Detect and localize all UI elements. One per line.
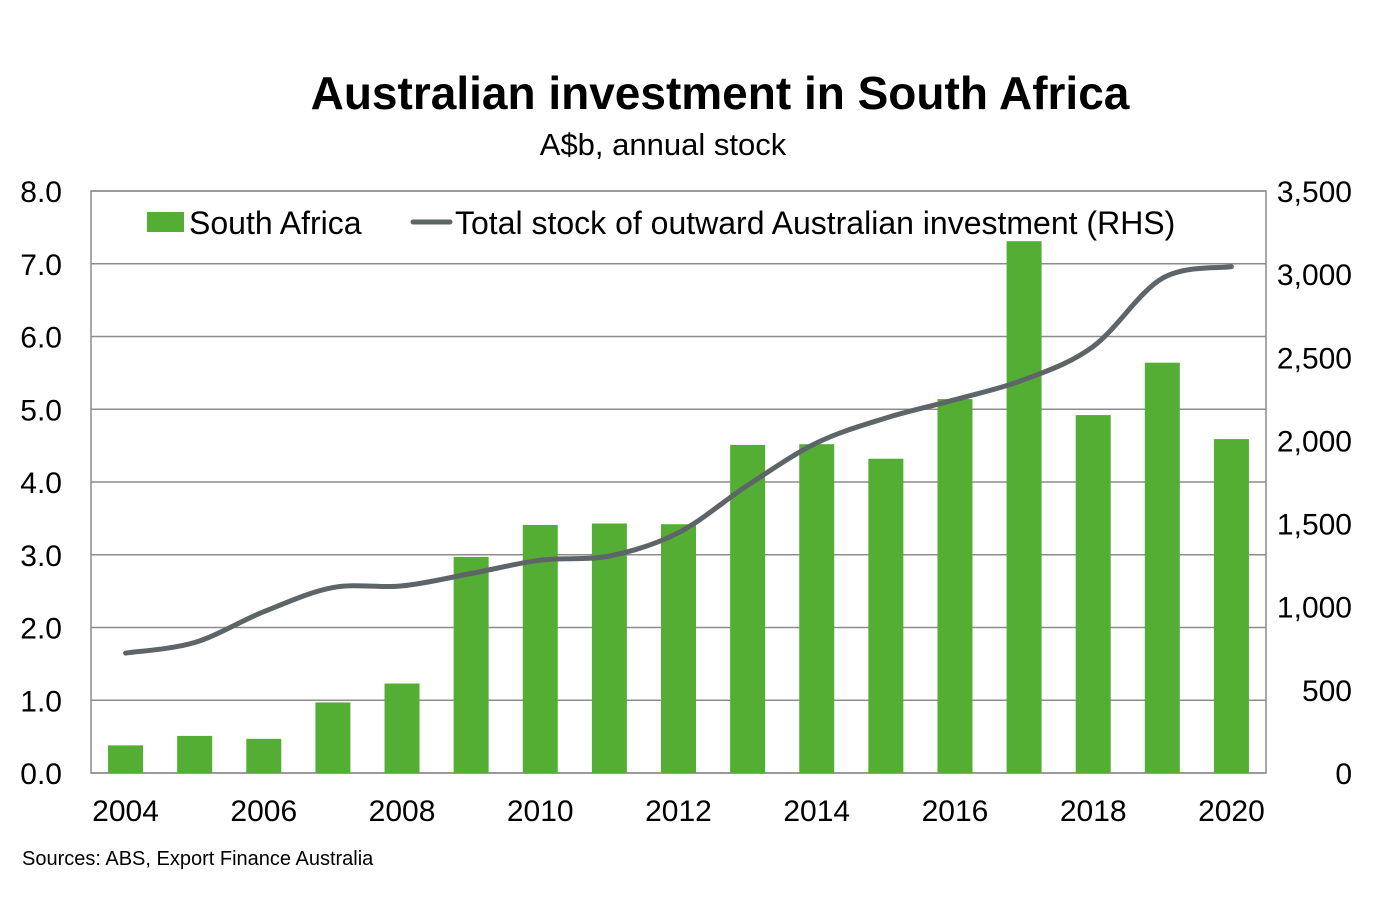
bar-2013 [730,444,766,773]
left-tick-label: 8.0 [20,176,62,209]
x-axis-ticks: 2004 2006 2008 2010 2012 2014 2016 2018 2020 [92,795,1265,828]
x-tick-label: 2010 [507,795,574,828]
chart-title: Australian investment in South Africa [310,67,1130,119]
left-tick-label: 4.0 [20,467,62,500]
x-tick-label: 2004 [92,795,159,828]
bar-2011 [591,523,627,773]
legend-label-south-africa: South Africa [189,205,362,241]
right-tick-label: 1,500 [1277,509,1352,542]
bar-2016 [937,399,973,773]
chart-subtitle: A$b, annual stock [539,127,787,162]
left-tick-label: 1.0 [20,685,62,718]
bar-2015 [868,458,904,773]
bar-2007 [315,702,351,773]
bar-2008 [384,683,420,773]
left-tick-label: 0.0 [20,758,62,791]
legend-label-total-outward-investment: Total stock of outward Australian invest… [455,205,1175,241]
x-tick-label: 2012 [645,795,712,828]
right-tick-label: 3,500 [1277,176,1352,209]
bar-2014 [799,444,835,773]
left-tick-label: 2.0 [20,613,62,646]
bar-2019 [1144,362,1180,773]
left-tick-label: 7.0 [20,249,62,282]
right-tick-label: 2,500 [1277,342,1352,375]
right-tick-label: 0 [1335,758,1352,791]
line-series-total-outward-investment [123,264,1234,656]
x-tick-label: 2006 [230,795,297,828]
right-tick-label: 1,000 [1277,592,1352,625]
source-note: Sources: ABS, Export Finance Australia [22,848,374,870]
bar-2020 [1213,439,1249,773]
x-tick-label: 2014 [783,795,850,828]
left-tick-label: 5.0 [20,394,62,427]
bar-2010 [522,524,558,773]
bar-2012 [661,524,696,773]
legend-swatch-south-africa [147,212,184,232]
bar-2017 [1006,241,1042,773]
bar-2018 [1075,415,1111,773]
right-tick-label: 2,000 [1277,425,1352,458]
right-tick-label: 3,000 [1277,259,1352,292]
left-tick-label: 3.0 [20,540,62,573]
left-tick-label: 6.0 [20,322,62,355]
legend: South Africa Total stock of outward Aust… [147,205,1175,241]
x-tick-label: 2018 [1060,795,1127,828]
left-axis-ticks: 0.0 1.0 2.0 3.0 4.0 5.0 6.0 7.0 8.0 [20,176,62,791]
x-tick-label: 2008 [369,795,436,828]
right-tick-label: 500 [1302,675,1352,708]
bar-2006 [246,738,282,773]
bar-2009 [453,556,489,773]
bar-2004 [108,745,144,773]
right-axis-ticks: 0 500 1,000 1,500 2,000 2,500 3,000 3,500 [1277,176,1352,791]
bar-2005 [177,735,213,773]
x-tick-label: 2016 [922,795,989,828]
bar-series-south-africa [108,241,1249,773]
x-tick-label: 2020 [1198,795,1265,828]
